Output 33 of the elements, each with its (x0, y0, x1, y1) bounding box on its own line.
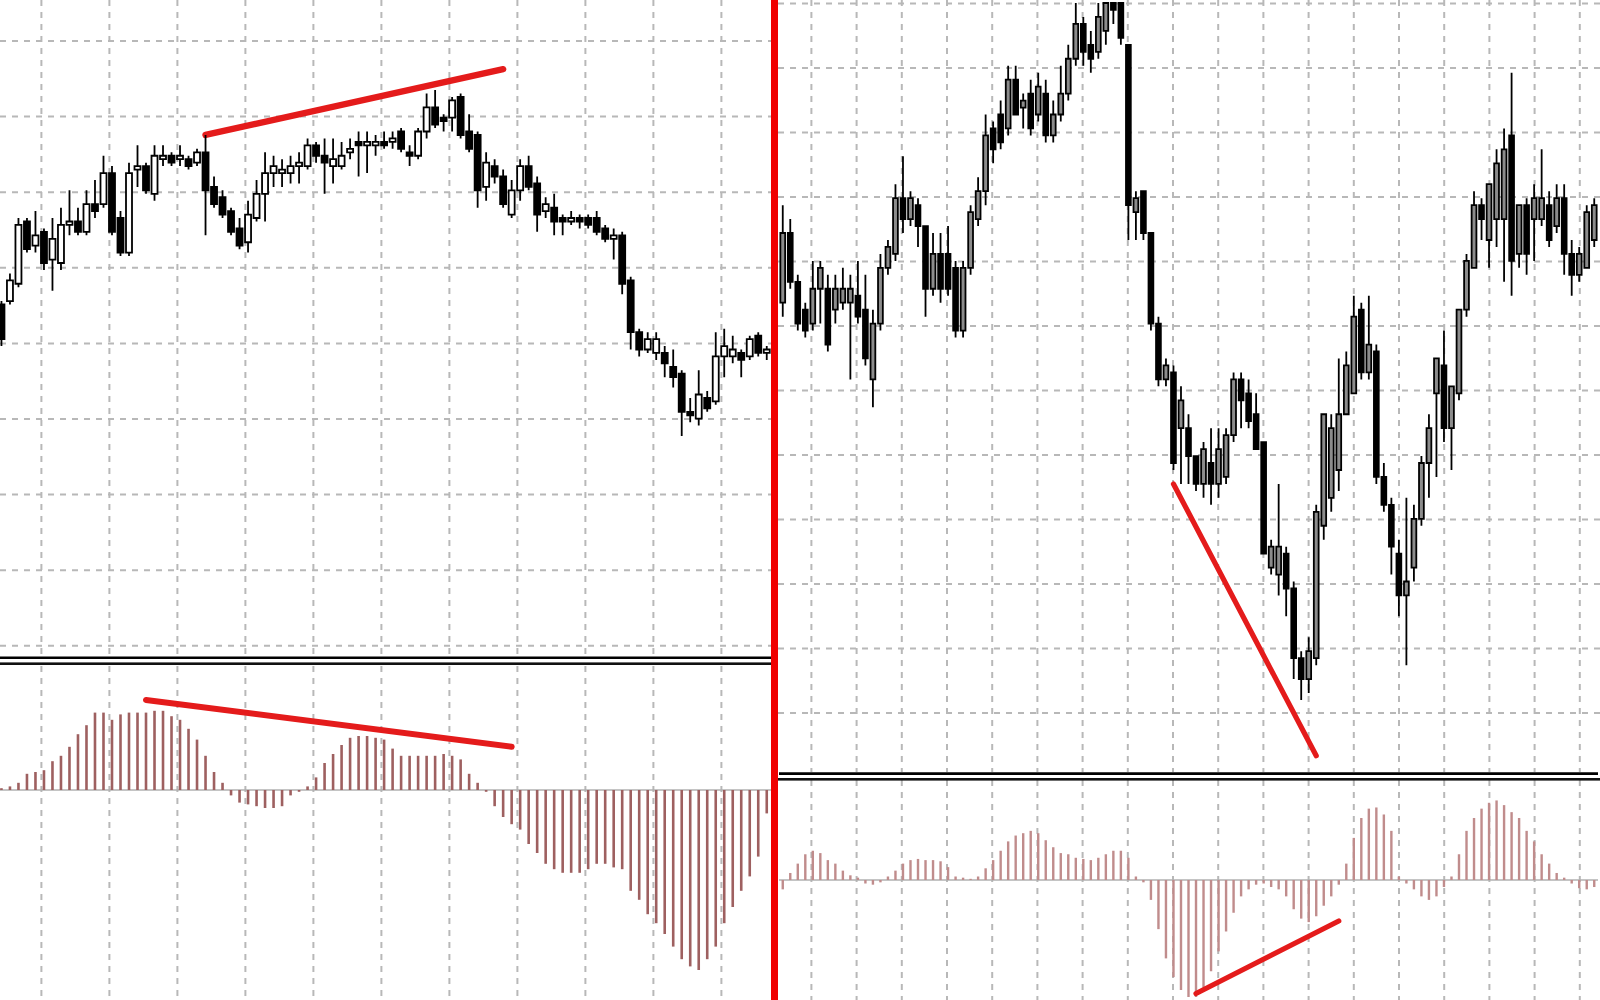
candlestick (320, 137, 329, 195)
candlestick (346, 137, 354, 161)
candlestick (711, 331, 720, 406)
candlestick (363, 130, 371, 174)
candlestick (575, 213, 584, 230)
candlestick (448, 96, 457, 133)
candlestick (167, 151, 176, 168)
candlestick (1027, 78, 1035, 137)
candlestick (201, 134, 210, 237)
candlestick (150, 144, 159, 202)
candlestick (1403, 496, 1410, 667)
candlestick (176, 144, 184, 168)
candlestick (125, 161, 133, 257)
candlestick (809, 259, 817, 332)
candlestick (1215, 427, 1222, 499)
candlestick (133, 144, 142, 188)
candlestick (286, 154, 295, 185)
candlestick (1042, 78, 1050, 144)
candlestick (1207, 427, 1215, 506)
candlestick (694, 369, 703, 427)
candlestick (354, 130, 363, 178)
candlestick (643, 331, 652, 354)
candlestick (937, 232, 944, 304)
candlestick (754, 331, 763, 358)
candlestick (550, 192, 559, 237)
candlestick (779, 204, 787, 318)
candlestick (388, 130, 397, 150)
candlestick (278, 158, 286, 188)
candlestick (592, 210, 601, 237)
candlestick (397, 127, 406, 154)
candlestick (584, 213, 593, 230)
candlestick (1508, 71, 1515, 297)
candlestick (261, 151, 269, 223)
